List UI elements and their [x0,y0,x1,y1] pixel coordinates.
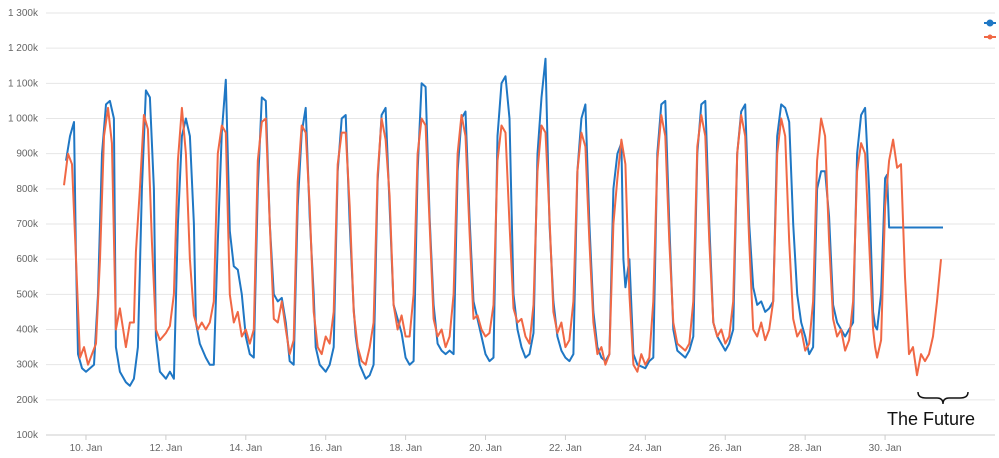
future-label: The Future [887,409,975,429]
y-tick-label: 100k [16,430,39,441]
future-annotation: The Future [887,391,975,429]
legend-marker [986,19,994,27]
legend-item-1[interactable] [984,19,996,27]
x-tick-label: 28. Jan [789,443,822,454]
y-tick-label: 1 100k [8,78,39,89]
y-tick-label: 800k [16,184,39,195]
x-tick-label: 26. Jan [709,443,742,454]
y-tick-label: 1 300k [8,8,39,19]
x-tick-label: 20. Jan [469,443,502,454]
x-tick-label: 14. Jan [229,443,262,454]
x-tick-label: 18. Jan [389,443,422,454]
x-tick-label: 24. Jan [629,443,662,454]
y-axis: 1 300k 1 200k 1 100k 1 000k 900k 800k 700k 600k… [8,8,39,441]
y-tick-label: 400k [16,325,39,336]
legend-item-2[interactable] [984,34,996,40]
y-tick-label: 200k [16,395,39,406]
y-tick-label: 700k [16,219,39,230]
x-tick-label: 22. Jan [549,443,582,454]
y-tick-label: 300k [16,360,39,371]
legend-marker [987,34,993,40]
x-tick-label: 30. Jan [869,443,902,454]
y-tick-label: 600k [16,254,39,265]
y-tick-label: 500k [16,289,39,300]
legend[interactable] [984,19,996,40]
series-line-1 [65,57,943,387]
x-tick-label: 12. Jan [149,443,182,454]
x-tick-label: 16. Jan [309,443,342,454]
series-lines [63,57,943,387]
future-brace [917,391,969,405]
y-tick-label: 1 000k [8,114,39,125]
y-tick-label: 1 200k [8,43,39,54]
y-tick-label: 900k [16,149,39,160]
x-tick-label: 10. Jan [70,443,103,454]
series-line-2 [63,106,942,377]
x-axis: 10. Jan 12. Jan 14. Jan 16. Jan 18. Jan 20. J… [46,434,995,454]
